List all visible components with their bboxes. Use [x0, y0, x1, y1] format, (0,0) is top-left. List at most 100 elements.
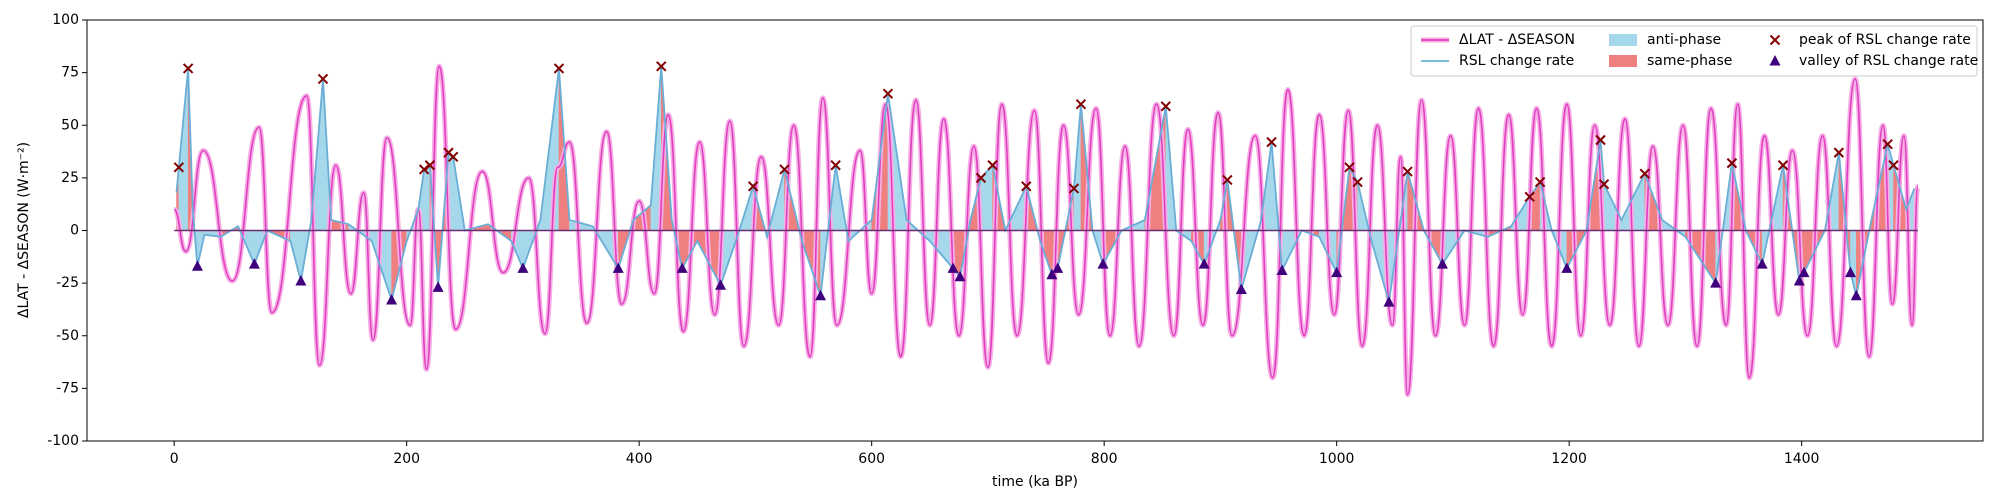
y-tick-label: 50 [61, 117, 79, 133]
peak-marker [173, 162, 185, 173]
peak-marker [1534, 176, 1546, 188]
x-tick-label: 0 [170, 451, 179, 467]
marker-stroke [1160, 101, 1171, 112]
legend-label: peak of RSL change rate [1799, 32, 1971, 48]
marker-stroke [1769, 34, 1781, 46]
plot-area [171, 61, 1921, 398]
phase-fill [423, 164, 431, 231]
valley-marker [1046, 268, 1058, 280]
y-tick-label: 0 [70, 223, 79, 239]
valley-marker [1436, 258, 1448, 269]
legend-swatch [1609, 34, 1637, 46]
peak-marker [1595, 134, 1606, 146]
valley-marker [1798, 266, 1810, 278]
x-tick-label: 600 [858, 451, 885, 467]
peak-marker [975, 172, 987, 184]
peak-marker [1266, 136, 1277, 148]
valley-marker [386, 293, 398, 305]
marker-stroke [424, 160, 436, 171]
legend-label: same-phase [1647, 53, 1732, 69]
y-tick-label: -75 [56, 380, 79, 396]
valley-marker [248, 258, 260, 269]
peak-marker [1769, 34, 1781, 46]
peak-marker [1639, 168, 1650, 179]
marker-stroke [1344, 162, 1355, 173]
peak-marker [1075, 98, 1087, 110]
y-tick-label: -25 [56, 275, 79, 291]
peak-marker [779, 164, 790, 175]
peak-marker [447, 151, 459, 163]
marker-stroke [418, 164, 430, 175]
line [173, 65, 1919, 396]
x-tick-label: 1400 [1784, 451, 1820, 467]
peak-marker [1222, 174, 1233, 186]
valley-marker [715, 279, 727, 290]
marker-stroke [1266, 136, 1277, 148]
marker-stroke [447, 151, 459, 163]
marker-stroke [1075, 98, 1087, 110]
marker-stroke [1833, 147, 1845, 158]
valley-marker [1844, 266, 1856, 278]
marker-stroke [1639, 168, 1650, 179]
marker-stroke [173, 162, 185, 173]
y-tick-label: 100 [52, 12, 79, 28]
valley-marker [191, 260, 203, 271]
peak-marker [1021, 181, 1032, 192]
marker-stroke [1352, 176, 1363, 188]
peak-marker [1352, 176, 1363, 188]
valley-marker [612, 262, 624, 273]
valley-marker [517, 262, 529, 273]
valley-marker [676, 262, 688, 273]
peak-marker [1726, 157, 1738, 169]
legend-label: RSL change rate [1459, 53, 1574, 69]
peak-marker [1833, 147, 1845, 158]
marker-stroke [1068, 183, 1080, 194]
peak-marker [1882, 138, 1893, 150]
valley-marker [1198, 258, 1210, 269]
marker-stroke [830, 160, 841, 171]
peak-marker [1160, 101, 1171, 112]
marker-stroke [747, 181, 759, 192]
peak-marker [1888, 160, 1899, 171]
valley-marker [1710, 277, 1722, 288]
marker-stroke [1402, 166, 1413, 177]
marker-stroke [1534, 176, 1546, 188]
x-tick-label: 1200 [1551, 451, 1587, 467]
peak-marker [317, 73, 329, 85]
valley-marker [1097, 258, 1109, 269]
marker-stroke [987, 160, 998, 171]
peak-marker [1524, 191, 1535, 203]
valley-marker [947, 262, 959, 273]
valley-marker [954, 270, 966, 282]
marker-stroke [1882, 138, 1893, 150]
peak-marker [424, 160, 436, 171]
legend-box [1410, 25, 1978, 77]
y-tick-label: 25 [61, 170, 79, 186]
valley-marker [1235, 283, 1247, 294]
marker-stroke [1777, 160, 1789, 171]
valley-marker [432, 281, 444, 292]
y-tick-label: -100 [47, 433, 79, 449]
valley-marker [1331, 266, 1343, 278]
marker-stroke [1726, 157, 1738, 169]
y-axis-label: ΔLAT - ΔSEASON (W·m⁻²) [16, 142, 32, 318]
legend-label: ΔLAT - ΔSEASON [1459, 32, 1575, 48]
legend-label: anti-phase [1647, 32, 1721, 48]
y-tick-label: -50 [56, 328, 79, 344]
marker-stroke [882, 88, 894, 99]
valley-marker [1383, 296, 1395, 307]
x-tick-label: 800 [1091, 451, 1118, 467]
marker-stroke [182, 63, 194, 74]
marker-stroke [1222, 174, 1233, 186]
valley-marker [1850, 289, 1862, 301]
peak-marker [1777, 160, 1789, 171]
valley-marker [295, 275, 307, 286]
axes-frame [86, 19, 1984, 442]
valley-marker [1052, 262, 1064, 273]
peak-marker [182, 63, 194, 74]
valley-marker [1793, 275, 1805, 286]
marker-stroke [1595, 134, 1606, 146]
peak-marker [1068, 183, 1080, 194]
